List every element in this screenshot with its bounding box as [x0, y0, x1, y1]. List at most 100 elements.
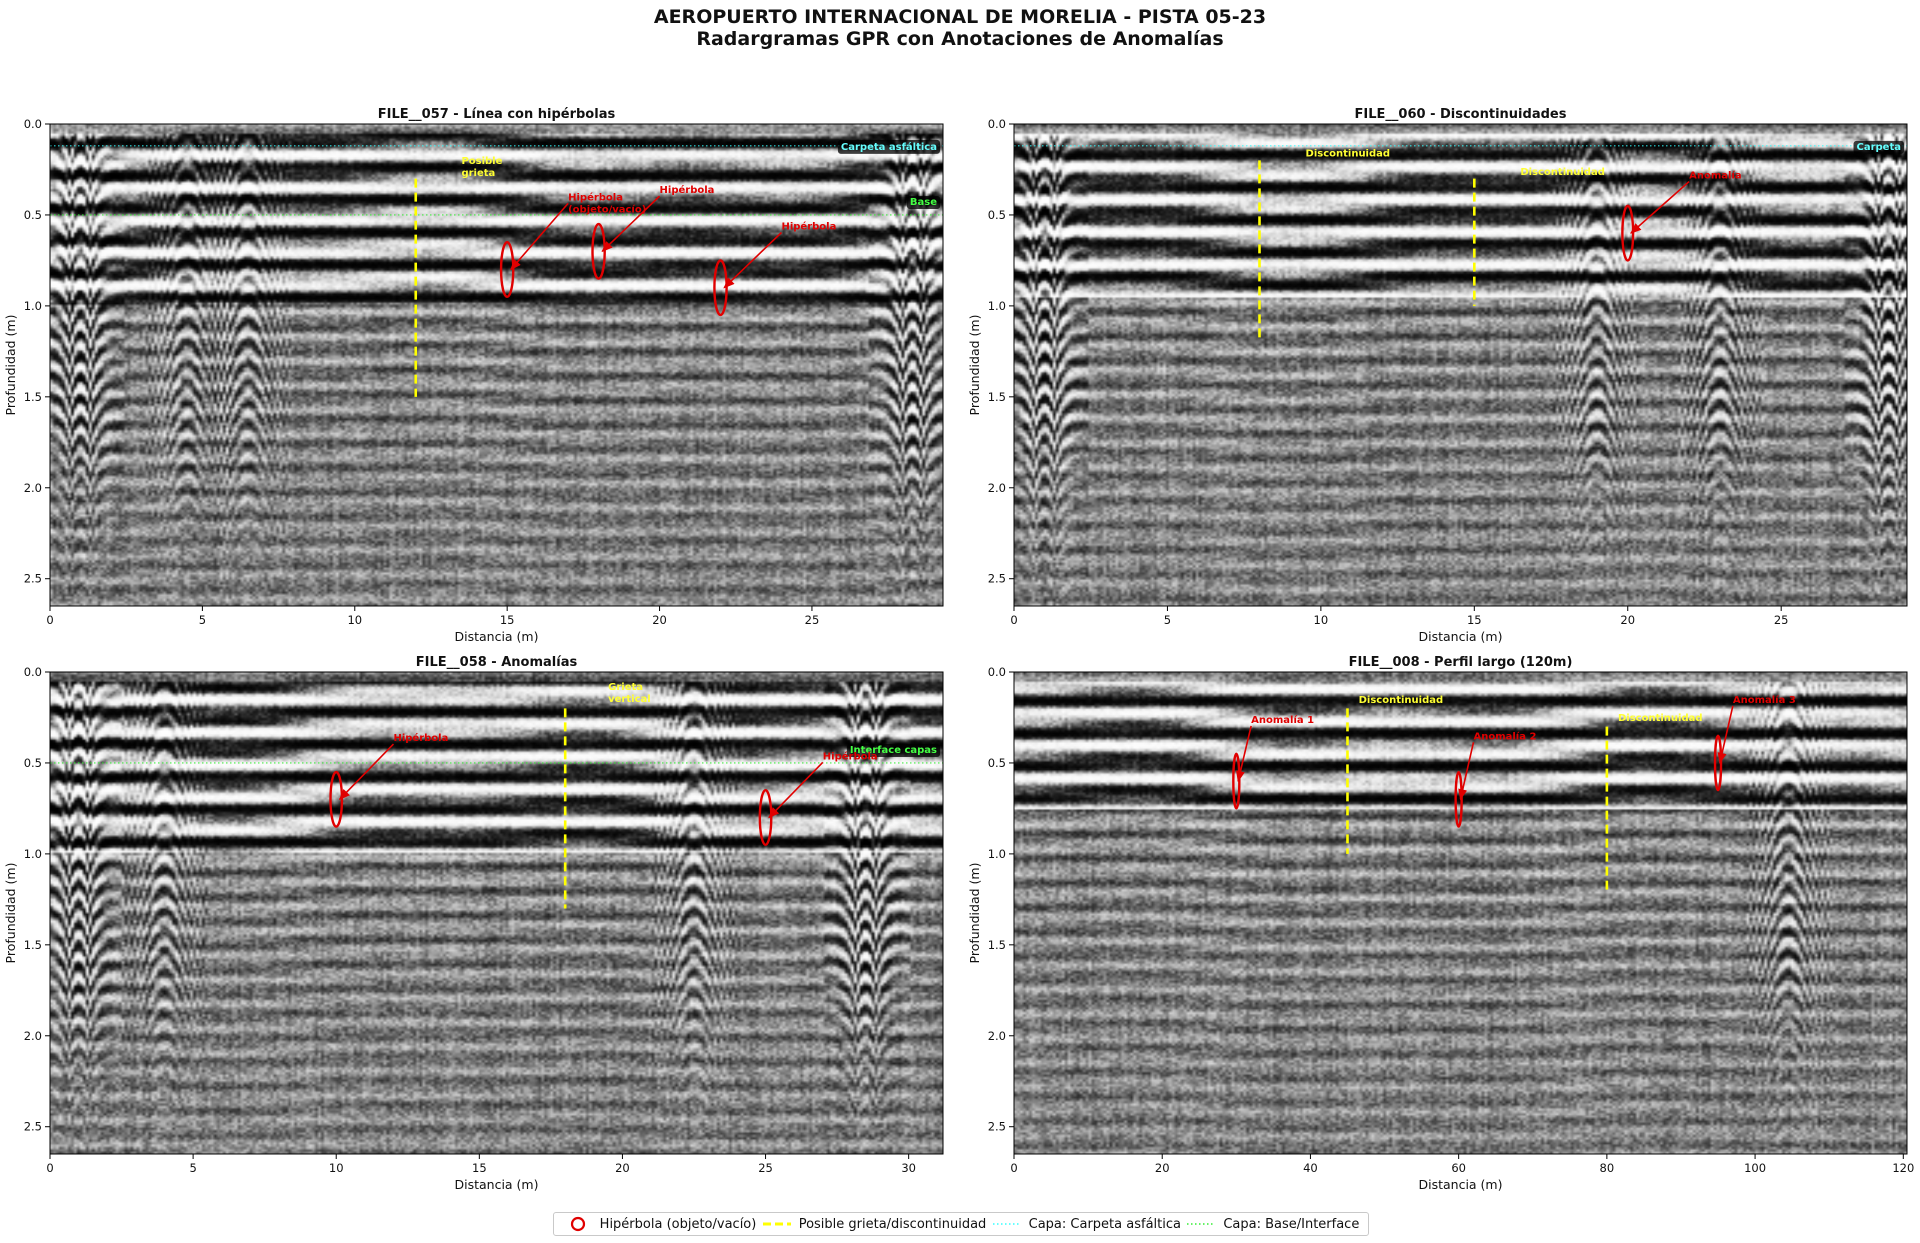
- x-tick-label: 15: [472, 1161, 487, 1175]
- legend-base-swatch: [1187, 1223, 1216, 1225]
- hyperbola-arrow: [1236, 725, 1252, 783]
- y-tick-label: 2.5: [988, 572, 1006, 586]
- crack-label: Discontinuidad: [1359, 695, 1444, 706]
- y-tick-label: 2.5: [24, 572, 42, 586]
- x-axis-label: Distancia (m): [454, 629, 538, 644]
- asphalt-label-box: [837, 139, 940, 154]
- crack-label: Discontinuidad: [1306, 149, 1391, 160]
- hyperbola-label: Hipérbola: [660, 184, 715, 196]
- legend-item-asphalt: Capa: Carpeta asfáltica: [992, 1216, 1181, 1232]
- panel-title: FILE__058 - Anomalías: [416, 655, 578, 670]
- hyperbola-label-line: Anomalía 3: [1733, 694, 1796, 706]
- legend-hyperbola-swatch: [570, 1216, 585, 1232]
- axes-frame: [49, 671, 944, 1155]
- x-tick-label: 5: [1164, 613, 1171, 627]
- hyperbola-label: Hipérbola: [823, 750, 878, 762]
- hyperbola-arrow: [723, 231, 783, 289]
- x-tick-label: 0: [1010, 1161, 1017, 1175]
- hyperbola-label: Anomalía 1: [1251, 714, 1314, 726]
- hyperbola-arrow: [1630, 180, 1690, 234]
- legend-base-label: Capa: Base/Interface: [1223, 1216, 1360, 1232]
- x-tick-label: 15: [500, 613, 515, 627]
- crack-label-line: Discontinuidad: [1306, 149, 1391, 160]
- x-axis-label: Distancia (m): [1418, 629, 1502, 644]
- base-label-box: [846, 743, 941, 757]
- hyperbola-arrow: [768, 761, 824, 819]
- y-tick-label: 1.0: [988, 299, 1006, 313]
- axes-frame: [1013, 671, 1908, 1155]
- hyperbola-arrow: [1458, 742, 1475, 801]
- crack-label: Discontinuidad: [1618, 713, 1703, 724]
- crack-label: Grieta vertical: [608, 682, 651, 705]
- legend-hyperbola-label: Hipérbola (objeto/vacío): [599, 1216, 757, 1232]
- hyperbola-label-line: Anomalía: [1689, 170, 1742, 182]
- radargram-image: [1014, 124, 1907, 606]
- legend-item-base: Capa: Base/Interface: [1186, 1216, 1359, 1232]
- panel-title: FILE__008 - Perfil largo (120m): [1349, 655, 1573, 670]
- hyperbola-arrow: [1717, 705, 1734, 765]
- hyperbola-label: Anomalía 3: [1733, 694, 1796, 706]
- axes-frame: [1013, 123, 1908, 607]
- y-tick-label: 1.5: [24, 938, 42, 952]
- legend: Hipérbola (objeto/vacío) Posible grieta/…: [553, 1212, 1369, 1236]
- x-tick-label: 60: [1451, 1161, 1466, 1175]
- crack-label-line: Posible: [461, 156, 502, 167]
- legend-asphalt-swatch: [992, 1223, 1021, 1225]
- hyperbola-label: Hipérbola (objeto/vacío): [568, 191, 646, 215]
- hyperbola-label-line: Hipérbola: [823, 750, 878, 762]
- x-tick-label: 0: [46, 1161, 53, 1175]
- legend-asphalt-label: Capa: Carpeta asfáltica: [1028, 1216, 1181, 1232]
- x-tick-label: 120: [1892, 1161, 1914, 1175]
- legend-crack-label: Posible grieta/discontinuidad: [798, 1216, 987, 1232]
- figure-title: AEROPUERTO INTERNACIONAL DE MORELIA - PI…: [0, 6, 1920, 50]
- crack-label-line: Grieta: [608, 682, 643, 693]
- radargram-image: [50, 124, 943, 606]
- x-axis-label: Distancia (m): [1418, 1177, 1502, 1192]
- hyperbola-label-line: Hipérbola: [781, 220, 836, 232]
- legend-crack-swatch: [762, 1222, 791, 1226]
- hyperbola-label-line: Anomalía 2: [1473, 730, 1536, 742]
- y-tick-label: 2.0: [988, 481, 1006, 495]
- y-tick-label: 0.5: [988, 756, 1006, 770]
- hyperbola-label-line: Hipérbola: [660, 184, 715, 196]
- legend-item-hyperbola: Hipérbola (objeto/vacío): [563, 1216, 757, 1232]
- x-tick-label: 15: [1467, 613, 1482, 627]
- y-tick-label: 2.5: [988, 1120, 1006, 1134]
- radargram-panel-4: Discontinuidad Discontinuidad Anomalía 1 An…: [967, 655, 1914, 1192]
- y-tick-label: 1.5: [988, 390, 1006, 404]
- x-tick-label: 30: [901, 1161, 916, 1175]
- y-tick-label: 1.0: [24, 299, 42, 313]
- y-tick-label: 2.0: [988, 1029, 1006, 1043]
- crack-label-line: Discontinuidad: [1359, 695, 1444, 706]
- x-tick-label: 20: [1620, 613, 1635, 627]
- hyperbola-label: Anomalía: [1689, 170, 1742, 182]
- x-tick-label: 5: [189, 1161, 196, 1175]
- figure-title-line1: AEROPUERTO INTERNACIONAL DE MORELIA - PI…: [653, 6, 1267, 28]
- asphalt-label-box: [1853, 140, 1904, 154]
- x-tick-label: 0: [1010, 613, 1017, 627]
- hyperbola-arrow: [338, 743, 395, 801]
- asphalt-layer-label: Carpeta asfáltica: [841, 141, 937, 153]
- x-tick-label: 25: [1774, 613, 1789, 627]
- y-tick-label: 0.5: [24, 208, 42, 222]
- x-tick-label: 5: [199, 613, 206, 627]
- asphalt-layer-label: Carpeta: [1857, 142, 1902, 153]
- x-tick-label: 20: [652, 613, 667, 627]
- base-label-box: [906, 195, 941, 209]
- y-axis-label: Profundidad (m): [967, 315, 982, 416]
- hyperbola-label-line: Anomalía 1: [1251, 714, 1314, 726]
- radargram-image: [50, 672, 943, 1154]
- crack-label: Discontinuidad: [1520, 167, 1605, 178]
- x-tick-label: 25: [805, 613, 820, 627]
- x-tick-label: 40: [1303, 1161, 1318, 1175]
- y-axis-label: Profundidad (m): [3, 315, 18, 416]
- crack-label-line: grieta: [461, 168, 495, 179]
- hyperbola-arrow: [601, 195, 661, 253]
- x-tick-label: 80: [1600, 1161, 1615, 1175]
- y-tick-label: 0.0: [988, 117, 1006, 131]
- y-axis-label: Profundidad (m): [967, 863, 982, 964]
- legend-item-crack: Posible grieta/discontinuidad: [762, 1216, 987, 1232]
- hyperbola-label-line: Hipérbola: [568, 191, 623, 203]
- base-layer-label: Interface capas: [850, 745, 937, 756]
